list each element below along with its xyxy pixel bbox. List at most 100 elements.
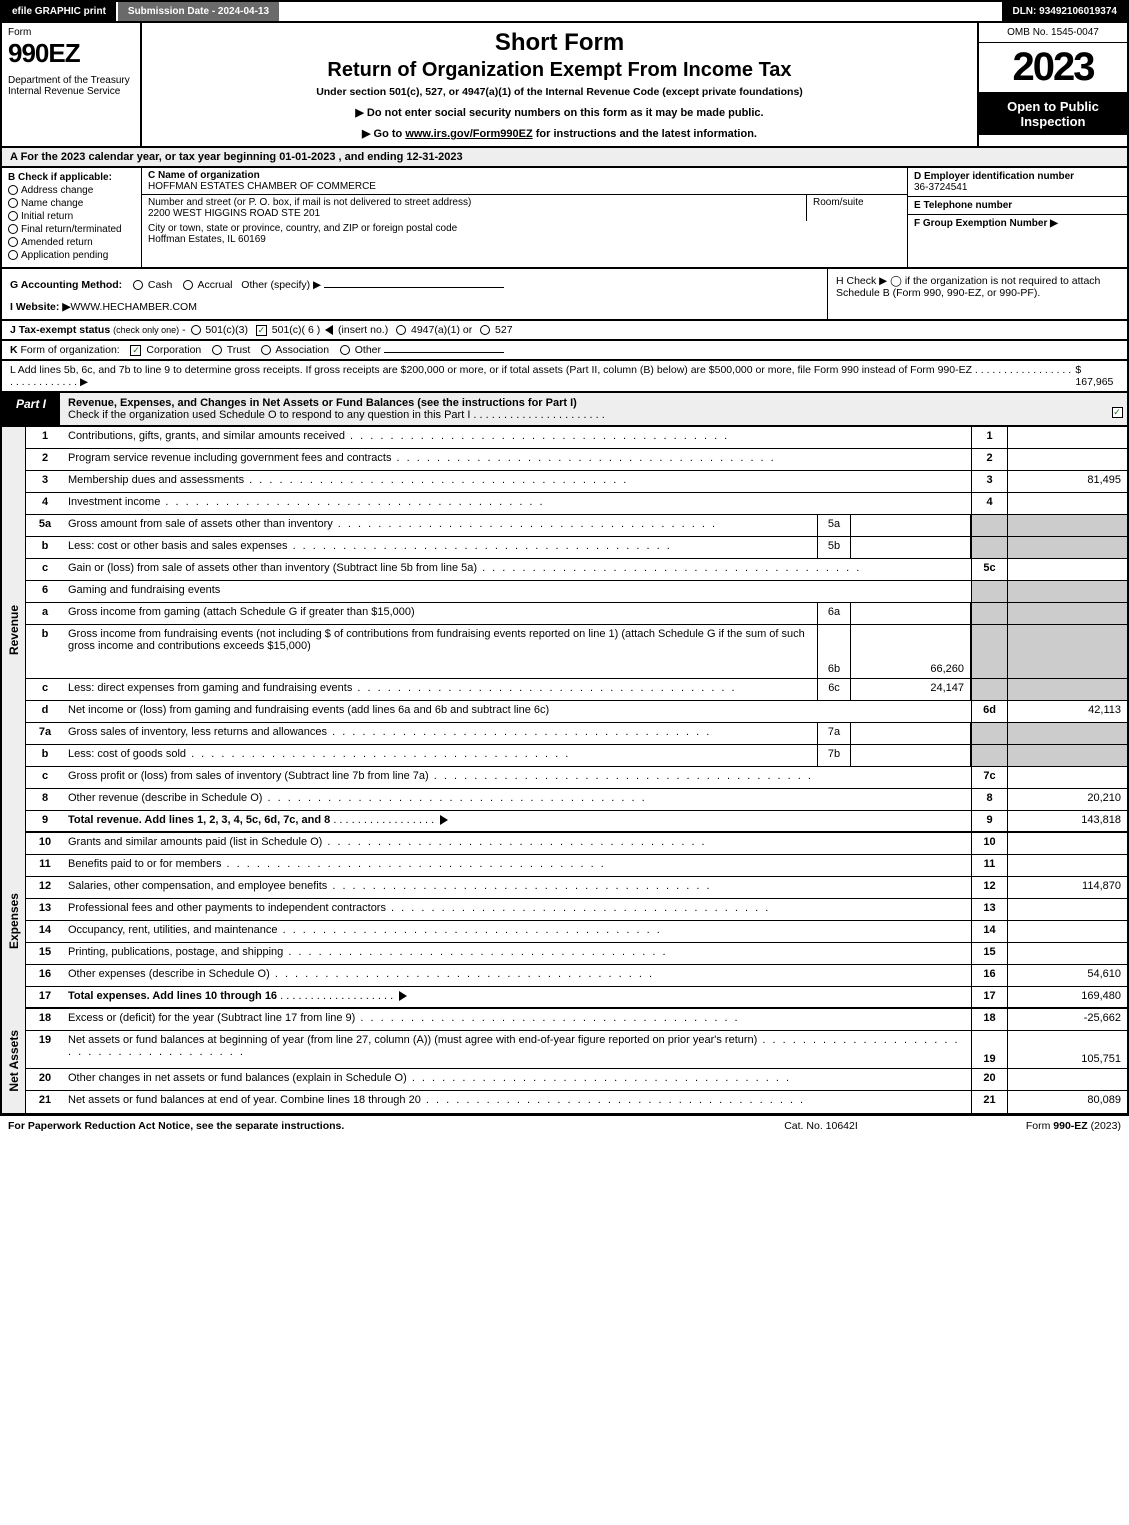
topbar: efile GRAPHIC print Submission Date - 20… bbox=[0, 0, 1129, 23]
footer: For Paperwork Reduction Act Notice, see … bbox=[0, 1115, 1129, 1136]
submission-date: Submission Date - 2024-04-13 bbox=[118, 2, 279, 21]
row-g-h: G Accounting Method: Cash Accrual Other … bbox=[0, 269, 1129, 321]
line-13: 13Professional fees and other payments t… bbox=[26, 899, 1127, 921]
ein-value: 36-3724541 bbox=[914, 182, 967, 193]
chk-address-change[interactable]: Address change bbox=[8, 185, 135, 196]
telephone-label: E Telephone number bbox=[914, 200, 1012, 211]
chk-name-change[interactable]: Name change bbox=[8, 198, 135, 209]
radio-accrual[interactable] bbox=[183, 280, 193, 290]
radio-cash[interactable] bbox=[133, 280, 143, 290]
line-7b: bLess: cost of goods sold7b bbox=[26, 745, 1127, 767]
part-i-tab: Part I bbox=[2, 393, 60, 425]
telephone-row: E Telephone number bbox=[908, 197, 1127, 215]
chk-amended-return[interactable]: Amended return bbox=[8, 237, 135, 248]
line-5a: 5aGross amount from sale of assets other… bbox=[26, 515, 1127, 537]
block-b-through-f: B Check if applicable: Address change Na… bbox=[0, 168, 1129, 269]
subtitle-section: Under section 501(c), 527, or 4947(a)(1)… bbox=[150, 86, 969, 98]
radio-association[interactable] bbox=[261, 345, 271, 355]
row-l-gross-receipts: L Add lines 5b, 6c, and 7b to line 9 to … bbox=[0, 361, 1129, 393]
omb-number: OMB No. 1545-0047 bbox=[979, 23, 1127, 43]
accounting-method: G Accounting Method: Cash Accrual Other … bbox=[2, 269, 827, 319]
row-h: H Check ▶ ◯ if the organization is not r… bbox=[827, 269, 1127, 319]
header-right: OMB No. 1545-0047 2023 Open to Public In… bbox=[977, 23, 1127, 146]
header-center: Short Form Return of Organization Exempt… bbox=[142, 23, 977, 146]
line-7a: 7aGross sales of inventory, less returns… bbox=[26, 723, 1127, 745]
arrow-icon bbox=[440, 815, 448, 825]
line-3: 3Membership dues and assessments381,495 bbox=[26, 471, 1127, 493]
part-i-title: Revenue, Expenses, and Changes in Net As… bbox=[60, 393, 1107, 425]
city-row: City or town, state or province, country… bbox=[142, 221, 907, 267]
title-return: Return of Organization Exempt From Incom… bbox=[150, 59, 969, 82]
line-11: 11Benefits paid to or for members11 bbox=[26, 855, 1127, 877]
chk-final-return[interactable]: Final return/terminated bbox=[8, 224, 135, 235]
revenue-section: Revenue 1Contributions, gifts, grants, a… bbox=[0, 427, 1129, 833]
line-16: 16Other expenses (describe in Schedule O… bbox=[26, 965, 1127, 987]
expenses-section: Expenses 10Grants and similar amounts pa… bbox=[0, 833, 1129, 1009]
org-name-row: C Name of organization HOFFMAN ESTATES C… bbox=[142, 168, 907, 195]
row-k-form-org: K Form of organization: ✓ Corporation Tr… bbox=[0, 341, 1129, 361]
ein-row: D Employer identification number 36-3724… bbox=[908, 168, 1127, 197]
dept: Department of the Treasury Internal Reve… bbox=[8, 75, 134, 97]
website-label: I Website: ▶ bbox=[10, 301, 70, 313]
line-6d: dNet income or (loss) from gaming and fu… bbox=[26, 701, 1127, 723]
radio-trust[interactable] bbox=[212, 345, 222, 355]
line-19: 19Net assets or fund balances at beginni… bbox=[26, 1031, 1127, 1069]
line-17: 17Total expenses. Add lines 10 through 1… bbox=[26, 987, 1127, 1009]
block-d-e-f: D Employer identification number 36-3724… bbox=[907, 168, 1127, 267]
radio-4947[interactable] bbox=[396, 325, 406, 335]
ein-label: D Employer identification number bbox=[914, 171, 1074, 182]
chk-initial-return[interactable]: Initial return bbox=[8, 211, 135, 222]
warning-ssn: ▶ Do not enter social security numbers o… bbox=[150, 106, 969, 119]
triangle-icon bbox=[325, 325, 333, 335]
line-14: 14Occupancy, rent, utilities, and mainte… bbox=[26, 921, 1127, 943]
efile-print-button[interactable]: efile GRAPHIC print bbox=[2, 2, 118, 21]
block-b: B Check if applicable: Address change Na… bbox=[2, 168, 142, 267]
org-name-label: C Name of organization bbox=[148, 170, 260, 181]
chk-corporation[interactable]: ✓ bbox=[130, 345, 141, 356]
addr-row: Number and street (or P. O. box, if mail… bbox=[142, 195, 907, 221]
footer-formref: Form 990-EZ (2023) bbox=[921, 1120, 1121, 1132]
block-c: C Name of organization HOFFMAN ESTATES C… bbox=[142, 168, 907, 267]
line-6: 6Gaming and fundraising events bbox=[26, 581, 1127, 603]
line-10: 10Grants and similar amounts paid (list … bbox=[26, 833, 1127, 855]
room-suite: Room/suite bbox=[807, 195, 907, 221]
line-9: 9Total revenue. Add lines 1, 2, 3, 4, 5c… bbox=[26, 811, 1127, 833]
line-8: 8Other revenue (describe in Schedule O)8… bbox=[26, 789, 1127, 811]
line-5c: cGain or (loss) from sale of assets othe… bbox=[26, 559, 1127, 581]
tax-year: 2023 bbox=[979, 43, 1127, 92]
line-6c: cLess: direct expenses from gaming and f… bbox=[26, 679, 1127, 701]
chk-schedule-o[interactable]: ✓ bbox=[1112, 407, 1123, 418]
radio-527[interactable] bbox=[480, 325, 490, 335]
block-b-header: B Check if applicable: bbox=[8, 172, 135, 183]
line-15: 15Printing, publications, postage, and s… bbox=[26, 943, 1127, 965]
title-short-form: Short Form bbox=[150, 29, 969, 57]
row-a-taxyear: A For the 2023 calendar year, or tax yea… bbox=[0, 148, 1129, 168]
line-6b: bGross income from fundraising events (n… bbox=[26, 625, 1127, 679]
form-word: Form bbox=[8, 27, 134, 38]
addr-value: 2200 WEST HIGGINS ROAD STE 201 bbox=[148, 208, 320, 219]
group-exemption-row: F Group Exemption Number ▶ bbox=[908, 215, 1127, 267]
group-exemption-label: F Group Exemption Number ▶ bbox=[914, 218, 1058, 229]
irs-link[interactable]: www.irs.gov/Form990EZ bbox=[405, 128, 532, 140]
radio-other-org[interactable] bbox=[340, 345, 350, 355]
dln: DLN: 93492106019374 bbox=[1002, 2, 1127, 21]
line-5b: bLess: cost or other basis and sales exp… bbox=[26, 537, 1127, 559]
footer-catno: Cat. No. 10642I bbox=[721, 1120, 921, 1132]
line-20: 20Other changes in net assets or fund ba… bbox=[26, 1069, 1127, 1091]
city-value: Hoffman Estates, IL 60169 bbox=[148, 234, 266, 245]
chk-application-pending[interactable]: Application pending bbox=[8, 250, 135, 261]
line-21: 21Net assets or fund balances at end of … bbox=[26, 1091, 1127, 1113]
open-to-public: Open to Public Inspection bbox=[979, 92, 1127, 135]
radio-501c3[interactable] bbox=[191, 325, 201, 335]
row-l-text: L Add lines 5b, 6c, and 7b to line 9 to … bbox=[10, 364, 1075, 388]
form-number: 990EZ bbox=[8, 38, 134, 69]
website-link[interactable]: WWW.HECHAMBER.COM bbox=[70, 301, 197, 313]
arrow-icon bbox=[399, 991, 407, 1001]
line-12: 12Salaries, other compensation, and empl… bbox=[26, 877, 1127, 899]
footer-paperwork: For Paperwork Reduction Act Notice, see … bbox=[8, 1120, 721, 1132]
chk-501c[interactable]: ✓ bbox=[256, 325, 267, 336]
part-i-header: Part I Revenue, Expenses, and Changes in… bbox=[0, 393, 1129, 427]
expenses-label: Expenses bbox=[2, 893, 26, 949]
line-6a: aGross income from gaming (attach Schedu… bbox=[26, 603, 1127, 625]
row-j-tax-exempt: J Tax-exempt status (check only one) - 5… bbox=[0, 321, 1129, 341]
